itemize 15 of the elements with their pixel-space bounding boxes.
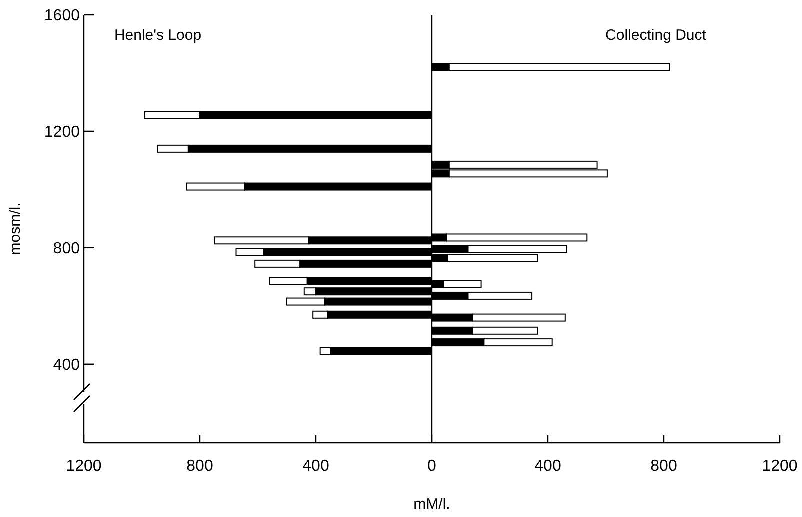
x-tick-label: 1200: [762, 458, 798, 475]
x-tick-label: 800: [650, 458, 678, 475]
y-tick-label: 800: [53, 240, 80, 258]
x-tick-label: 800: [186, 458, 214, 475]
y-tick-label: 400: [53, 356, 80, 374]
annotation: Henle's Loop: [114, 27, 202, 44]
x-tick-label: 400: [534, 458, 562, 475]
x-axis-title: mM/l.: [414, 496, 450, 513]
y-axis-title: mosm/l.: [7, 202, 24, 256]
x-tick-label: 400: [302, 458, 330, 475]
y-tick-label: 1600: [44, 8, 80, 25]
annotation: Collecting Duct: [606, 27, 708, 44]
x-tick-label: 0: [428, 458, 437, 475]
y-tick-label: 1200: [44, 124, 80, 142]
x-tick-label: 1200: [66, 458, 102, 475]
